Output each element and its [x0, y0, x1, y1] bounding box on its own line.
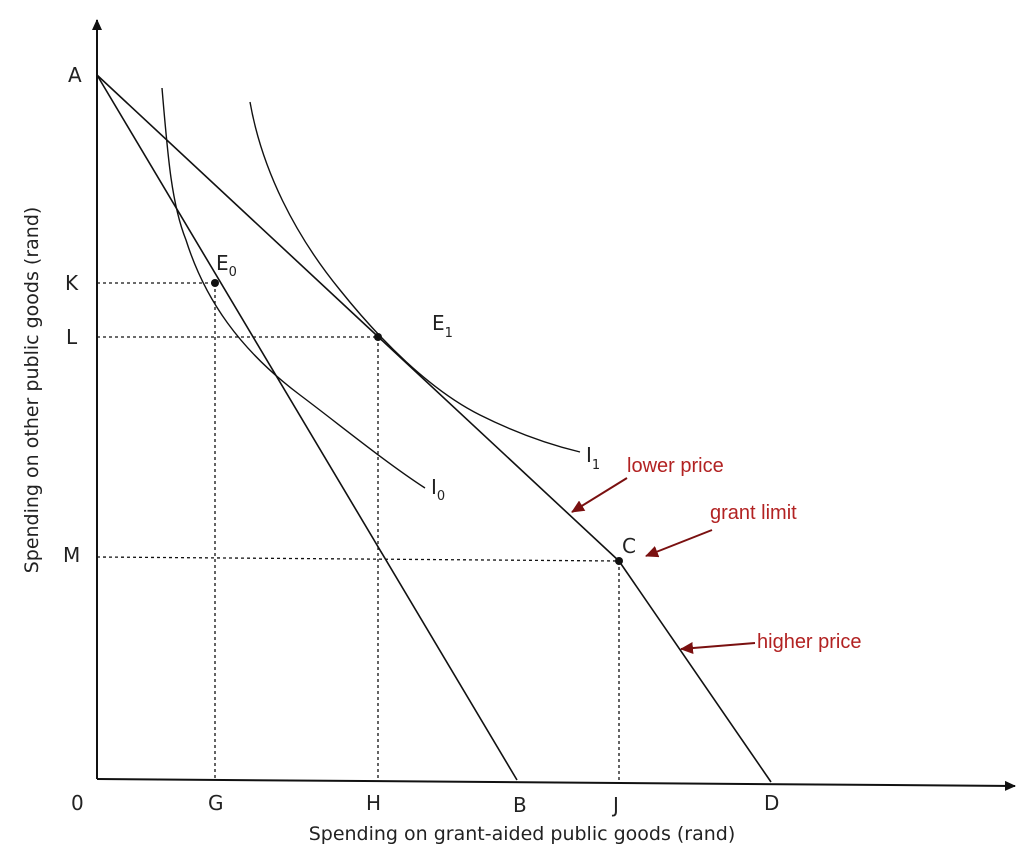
x-label-B: B [513, 793, 527, 817]
x-label-H: H [366, 791, 381, 815]
y-axis-title: Spending on other public goods (rand) [21, 207, 43, 574]
x-label-J: J [611, 793, 619, 817]
arrow-higher-price [680, 642, 756, 655]
point-C [615, 557, 623, 565]
arrow-lower-price [571, 477, 628, 513]
x-axis-title: Spending on grant-aided public goods (ra… [309, 823, 736, 845]
y-label-A: A [68, 63, 82, 87]
x-label-D: D [764, 791, 779, 815]
annotation-higher-price: higher price [757, 631, 862, 653]
y-label-M: M [63, 543, 80, 567]
label-I1: I1 [586, 443, 600, 473]
indifference-curve-I0 [161, 87, 426, 489]
point-E0 [211, 279, 219, 287]
origin-label: 0 [71, 791, 84, 815]
label-E1: E1 [432, 311, 453, 341]
label-I0: I0 [431, 475, 445, 504]
label-E0: E0 [216, 251, 237, 280]
point-E1 [374, 333, 382, 341]
budget-line-AB [96, 74, 518, 781]
annotation-lower-price: lower price [627, 455, 724, 477]
budget-line-CD [618, 560, 772, 783]
x-axis [96, 778, 1016, 791]
y-label-K: K [65, 271, 79, 295]
budget-line-AC [96, 74, 620, 562]
y-label-L: L [66, 325, 78, 349]
x-label-G: G [208, 791, 224, 815]
annotation-grant-limit: grant limit [710, 502, 797, 524]
label-C: C [622, 534, 636, 558]
arrow-grant-limit [645, 529, 713, 558]
guide-M [96, 556, 620, 562]
indifference-curve-I1 [249, 101, 581, 453]
